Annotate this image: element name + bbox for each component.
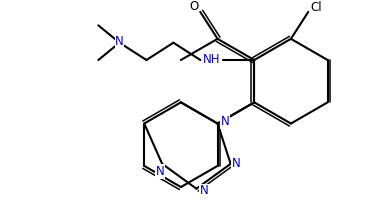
Text: N: N — [115, 35, 124, 48]
Text: O: O — [189, 0, 198, 13]
Text: N: N — [232, 157, 241, 170]
Text: Cl: Cl — [310, 1, 322, 13]
Text: N: N — [200, 184, 209, 197]
Text: N: N — [221, 115, 230, 128]
Text: NH: NH — [203, 53, 221, 65]
Text: N: N — [156, 165, 164, 178]
